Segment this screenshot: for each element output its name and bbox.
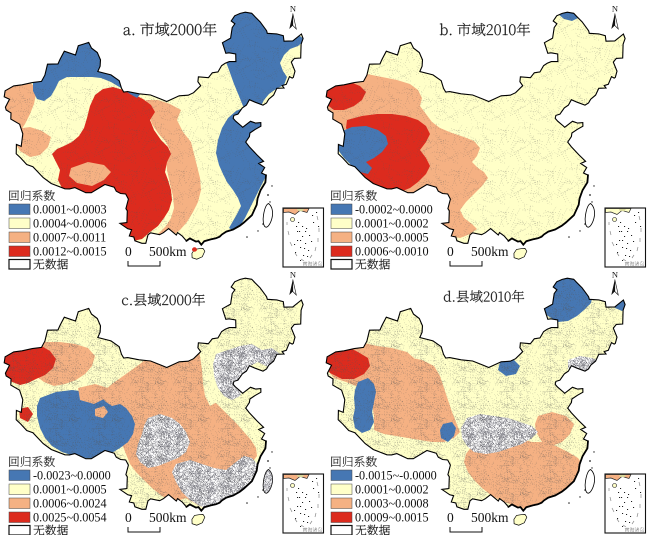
- svg-text:500km: 500km: [471, 510, 509, 525]
- svg-text:0.0012~0.0015: 0.0012~0.0015: [33, 245, 107, 259]
- svg-text:0.0003~0.0008: 0.0003~0.0008: [355, 497, 429, 511]
- svg-text:N: N: [612, 4, 618, 14]
- svg-text:0.0006~0.0010: 0.0006~0.0010: [355, 245, 429, 259]
- svg-text:500km: 500km: [471, 244, 509, 259]
- svg-text:0.0001~0.0002: 0.0001~0.0002: [355, 217, 429, 231]
- svg-text:-0.0023~0.0000: -0.0023~0.0000: [33, 469, 111, 483]
- svg-text:0: 0: [125, 510, 132, 525]
- svg-text:0.0001~0.0003: 0.0001~0.0003: [33, 203, 107, 217]
- svg-text:N: N: [290, 4, 296, 14]
- svg-text:N: N: [612, 270, 618, 280]
- svg-text:0.0004~0.0006: 0.0004~0.0006: [33, 217, 107, 231]
- svg-text:0.0007~0.0011: 0.0007~0.0011: [33, 231, 106, 245]
- svg-text:0: 0: [125, 244, 132, 259]
- svg-text:0.0003~0.0005: 0.0003~0.0005: [355, 231, 429, 245]
- svg-text:500km: 500km: [149, 244, 187, 259]
- svg-text:0: 0: [447, 510, 454, 525]
- svg-text:-0.0015~-0.0000: -0.0015~-0.0000: [355, 469, 437, 483]
- svg-text:500km: 500km: [149, 510, 187, 525]
- svg-text:0.0009~0.0015: 0.0009~0.0015: [355, 511, 429, 525]
- svg-text:0.0001~0.0002: 0.0001~0.0002: [355, 483, 429, 497]
- svg-text:-0.0002~0.0000: -0.0002~0.0000: [355, 203, 433, 217]
- svg-text:N: N: [290, 270, 296, 280]
- svg-text:0: 0: [447, 244, 454, 259]
- svg-text:0.0025~0.0054: 0.0025~0.0054: [33, 511, 107, 525]
- svg-text:0.0006~0.0024: 0.0006~0.0024: [33, 497, 107, 511]
- svg-text:0.0001~0.0005: 0.0001~0.0005: [33, 483, 107, 497]
